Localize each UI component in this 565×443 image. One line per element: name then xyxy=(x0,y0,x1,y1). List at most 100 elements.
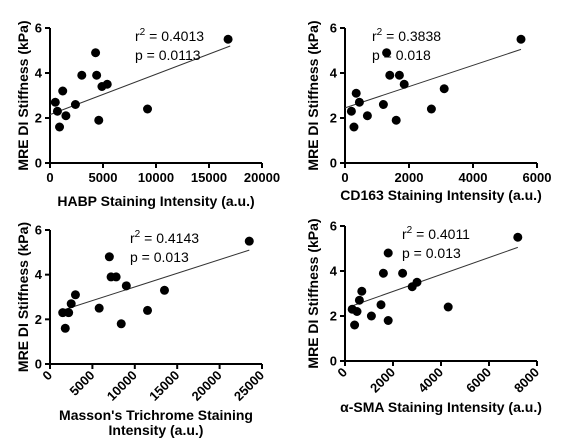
data-point xyxy=(399,79,409,89)
x-tick-label: 2000 xyxy=(395,170,424,185)
x-tick-label: 2000 xyxy=(367,365,398,396)
x-tick-label: 6000 xyxy=(523,170,552,185)
x-tick-label: 5000 xyxy=(66,368,97,399)
data-point xyxy=(394,70,404,80)
data-point xyxy=(116,319,126,329)
data-point xyxy=(382,48,392,58)
y-tick-label: 2 xyxy=(35,312,42,327)
x-tick-label: 6000 xyxy=(463,365,494,396)
superscript-two: 2 xyxy=(377,27,383,38)
data-point xyxy=(362,111,372,121)
y-tick-label: 2 xyxy=(330,111,337,126)
data-point xyxy=(66,299,76,309)
r-symbol: r xyxy=(130,230,135,246)
y-tick-label: 6 xyxy=(330,219,337,234)
data-point xyxy=(398,268,408,278)
data-point xyxy=(354,97,364,107)
data-point xyxy=(64,308,74,318)
data-point xyxy=(426,104,436,114)
scatter-panel-4: 0 2 4 6 0 2000 4000 6000 8000 MRE DI Stiffness (k… xyxy=(305,218,542,415)
p-value-annotation: p = 0.013 xyxy=(130,249,189,265)
data-point xyxy=(104,252,114,262)
scatter-panel-2: 0 2 4 6 0 2000 4000 6000 MRE DI Stiffness (kPa) C… xyxy=(305,20,551,203)
r-squared-value: = 0.4011 xyxy=(412,226,470,242)
x-tick-label: 15000 xyxy=(146,368,182,404)
x-tick-label: 0 xyxy=(39,368,55,384)
x-tick-label: 0 xyxy=(334,365,350,381)
p-value-annotation: p = 0.013 xyxy=(402,245,461,261)
x-axis-label: HABP Staining Intensity (a.u.) xyxy=(57,193,254,209)
data-point xyxy=(357,286,367,296)
regression-line xyxy=(58,249,250,312)
data-point xyxy=(439,84,449,94)
y-axis-label: MRE DI Stiffness (kPa) xyxy=(15,222,31,372)
r-squared-value: = 0.4013 xyxy=(145,28,204,44)
data-point xyxy=(55,122,65,132)
data-point xyxy=(91,48,101,58)
x-tick-label: 4000 xyxy=(459,170,488,185)
y-tick-label: 6 xyxy=(330,21,337,36)
y-tick-label: 6 xyxy=(35,223,42,238)
data-point xyxy=(70,100,80,109)
y-tick-label: 0 xyxy=(330,354,337,369)
data-point xyxy=(383,248,393,258)
y-axis-label: MRE DI Stiffness (kPa) xyxy=(15,20,31,170)
superscript-two: 2 xyxy=(407,225,413,236)
y-tick-label: 0 xyxy=(35,156,42,171)
data-point xyxy=(94,115,104,125)
data-point xyxy=(350,320,360,330)
data-point xyxy=(102,79,112,89)
x-tick-label: 10000 xyxy=(104,368,140,404)
x-tick-label: 15000 xyxy=(191,170,227,185)
r-symbol: r xyxy=(372,28,377,44)
y-tick-label: 4 xyxy=(35,267,43,282)
y-tick-label: 4 xyxy=(35,66,43,81)
x-tick-label: 10000 xyxy=(138,170,174,185)
p-value-annotation: p = 0.018 xyxy=(372,47,431,63)
data-point xyxy=(385,70,395,80)
data-point xyxy=(391,115,401,125)
y-tick-label: 0 xyxy=(330,156,337,171)
x-tick-label: 4000 xyxy=(415,365,446,396)
superscript-two: 2 xyxy=(135,229,141,240)
r-squared-annotation: r2 = 0.3838 xyxy=(372,27,441,44)
r-symbol: r xyxy=(135,28,140,44)
x-tick-label: 5000 xyxy=(89,170,118,185)
data-point xyxy=(366,311,376,321)
data-point xyxy=(244,236,254,246)
data-point xyxy=(412,277,422,287)
r-symbol: r xyxy=(402,226,407,242)
x-tick-label: 0 xyxy=(46,170,53,185)
x-axis-label: α-SMA Staining Intensity (a.u.) xyxy=(340,399,542,415)
x-axis-label-line: Masson's Trichrome Staining xyxy=(59,407,253,423)
data-point xyxy=(60,323,70,333)
r-squared-value: = 0.3838 xyxy=(382,28,441,44)
x-tick-label: 20000 xyxy=(189,368,225,404)
y-tick-label: 4 xyxy=(330,66,338,81)
data-point xyxy=(143,305,153,315)
data-point xyxy=(77,70,87,80)
data-point xyxy=(50,97,60,107)
y-tick-label: 0 xyxy=(35,357,42,372)
data-point xyxy=(352,307,362,316)
r-squared-value: = 0.4143 xyxy=(140,230,199,246)
data-point xyxy=(443,302,453,312)
data-point xyxy=(223,34,233,44)
regression-line xyxy=(344,48,522,109)
data-point xyxy=(92,70,102,80)
data-point xyxy=(376,300,386,310)
data-point xyxy=(354,295,364,305)
data-point xyxy=(70,290,80,300)
data-point xyxy=(111,272,121,282)
p-value-annotation: p = 0.0113 xyxy=(135,47,201,63)
y-axis-label: MRE DI Stiffness (kPa) xyxy=(305,218,321,368)
data-point xyxy=(61,111,71,121)
data-point xyxy=(351,88,361,98)
data-point xyxy=(52,106,62,116)
x-axis-label-line: Intensity (a.u.) xyxy=(109,422,204,438)
regression-line xyxy=(49,45,231,116)
data-point xyxy=(143,104,153,114)
data-point xyxy=(121,281,131,291)
y-tick-label: 6 xyxy=(35,21,42,36)
superscript-two: 2 xyxy=(140,27,146,38)
